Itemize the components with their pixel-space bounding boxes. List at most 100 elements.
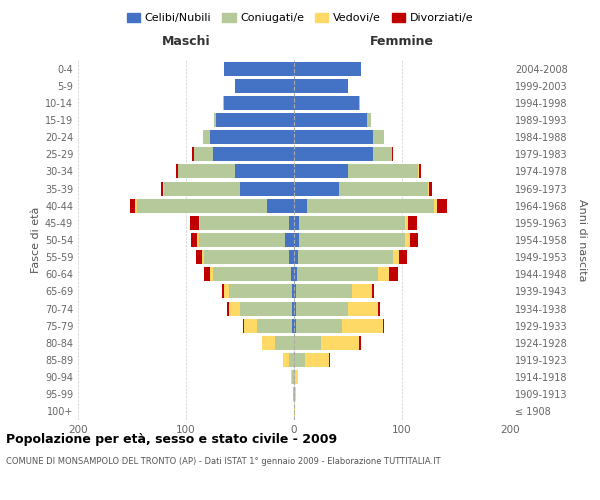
Bar xyxy=(348,302,378,316)
Bar xyxy=(199,233,286,247)
Bar xyxy=(292,284,294,298)
Bar xyxy=(235,78,294,92)
Bar xyxy=(434,198,437,212)
Bar xyxy=(199,216,200,230)
Bar xyxy=(409,216,417,230)
Bar xyxy=(294,148,373,162)
Bar xyxy=(294,78,348,92)
Bar xyxy=(161,182,163,196)
Bar xyxy=(410,233,418,247)
Bar xyxy=(289,353,294,367)
Bar xyxy=(224,96,294,110)
Bar xyxy=(294,113,367,127)
Bar xyxy=(295,370,298,384)
Bar xyxy=(227,302,229,316)
Bar xyxy=(418,164,419,178)
Text: Popolazione per età, sesso e stato civile - 2009: Popolazione per età, sesso e stato civil… xyxy=(6,432,337,446)
Bar xyxy=(197,233,199,247)
Bar xyxy=(392,148,394,162)
Bar xyxy=(229,302,240,316)
Bar xyxy=(295,388,296,402)
Bar xyxy=(293,388,294,402)
Bar xyxy=(378,268,389,281)
Bar xyxy=(224,284,229,298)
Bar xyxy=(296,302,348,316)
Bar xyxy=(292,370,294,384)
Bar xyxy=(294,336,321,350)
Bar xyxy=(164,182,240,196)
Bar xyxy=(294,233,299,247)
Y-axis label: Anni di nascita: Anni di nascita xyxy=(577,198,587,281)
Bar xyxy=(321,336,359,350)
Bar xyxy=(294,404,295,418)
Bar xyxy=(262,336,275,350)
Bar xyxy=(178,164,235,178)
Bar xyxy=(389,268,398,281)
Bar xyxy=(399,250,407,264)
Bar xyxy=(294,182,340,196)
Bar xyxy=(137,198,267,212)
Y-axis label: Fasce di età: Fasce di età xyxy=(31,207,41,273)
Bar xyxy=(292,302,294,316)
Bar xyxy=(257,318,292,332)
Bar xyxy=(210,268,213,281)
Bar xyxy=(437,198,448,212)
Bar xyxy=(359,96,360,110)
Bar xyxy=(359,336,361,350)
Bar xyxy=(428,182,429,196)
Bar xyxy=(244,318,257,332)
Bar xyxy=(221,284,224,298)
Bar xyxy=(394,250,399,264)
Bar xyxy=(294,268,297,281)
Bar xyxy=(163,182,164,196)
Bar xyxy=(297,268,378,281)
Bar xyxy=(240,182,294,196)
Bar xyxy=(205,250,289,264)
Text: Femmine: Femmine xyxy=(370,35,434,48)
Bar xyxy=(429,182,432,196)
Bar xyxy=(341,318,383,332)
Bar xyxy=(292,318,294,332)
Bar xyxy=(294,62,361,76)
Bar xyxy=(372,284,374,298)
Bar xyxy=(130,198,135,212)
Bar xyxy=(194,148,213,162)
Bar xyxy=(196,250,202,264)
Text: Maschi: Maschi xyxy=(161,35,211,48)
Bar xyxy=(294,250,298,264)
Bar xyxy=(176,164,178,178)
Bar xyxy=(340,182,428,196)
Bar xyxy=(235,164,294,178)
Bar xyxy=(193,148,194,162)
Bar xyxy=(191,233,197,247)
Bar xyxy=(294,164,348,178)
Bar xyxy=(294,198,307,212)
Bar xyxy=(378,302,380,316)
Bar xyxy=(200,216,289,230)
Legend: Celibi/Nubili, Coniugati/e, Vedovi/e, Divorziati/e: Celibi/Nubili, Coniugati/e, Vedovi/e, Di… xyxy=(122,8,478,28)
Bar xyxy=(294,318,296,332)
Bar xyxy=(305,353,329,367)
Bar xyxy=(135,198,137,212)
Bar xyxy=(216,113,294,127)
Bar xyxy=(291,370,292,384)
Bar xyxy=(205,268,210,281)
Bar xyxy=(203,130,210,144)
Bar xyxy=(229,284,292,298)
Bar xyxy=(291,268,294,281)
Bar xyxy=(240,302,292,316)
Bar xyxy=(294,370,295,384)
Bar xyxy=(307,198,434,212)
Bar xyxy=(298,250,394,264)
Bar xyxy=(294,96,359,110)
Bar xyxy=(294,284,296,298)
Bar xyxy=(286,233,294,247)
Bar xyxy=(283,353,289,367)
Bar xyxy=(296,284,352,298)
Bar xyxy=(352,284,372,298)
Bar xyxy=(373,130,383,144)
Bar xyxy=(294,353,305,367)
Bar xyxy=(267,198,294,212)
Bar xyxy=(202,250,205,264)
Bar xyxy=(296,318,341,332)
